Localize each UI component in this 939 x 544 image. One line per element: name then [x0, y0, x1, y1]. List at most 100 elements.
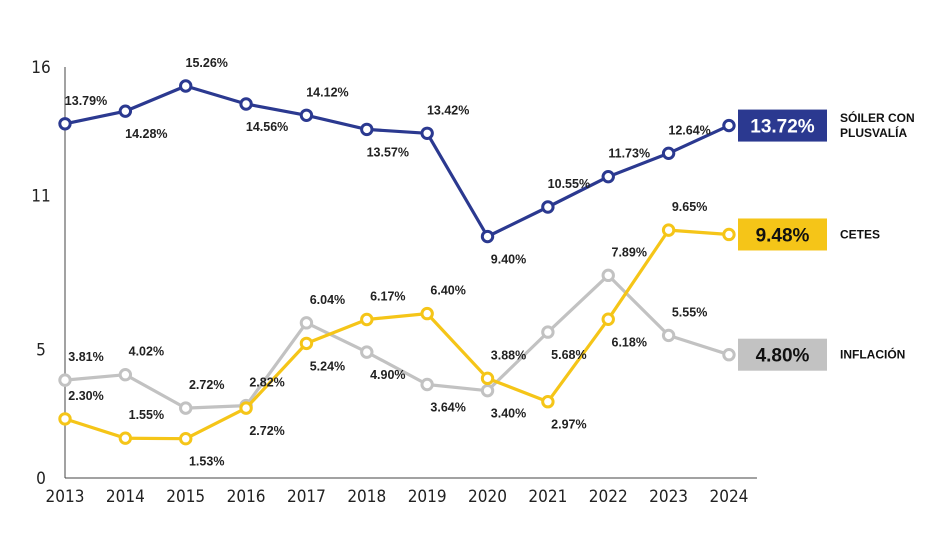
- data-label-soiler-con-plusvalia-2019: 13.42%: [427, 103, 469, 117]
- legend-label-soiler-con-plusvalia-line2: PLUSVALÍA: [840, 125, 907, 140]
- data-point-cetes-2021: [541, 395, 555, 409]
- y-tick-label-0: 0: [36, 469, 46, 489]
- x-tick-label-2021: 2021: [528, 487, 567, 507]
- data-point-inflacion-2018: [360, 345, 374, 359]
- data-point-soiler-con-plusvalia-2019: [420, 126, 434, 140]
- legend-label-inflacion: INFLACIÓN: [840, 347, 905, 362]
- legend-badge-value-soiler-con-plusvalia: 13.72%: [750, 117, 815, 138]
- x-tick-label-2015: 2015: [166, 487, 205, 507]
- data-point-soiler-con-plusvalia-2017: [299, 108, 314, 122]
- data-point-cetes-2024: [722, 227, 736, 242]
- x-tick-label-2014: 2014: [106, 487, 145, 507]
- data-point-soiler-con-plusvalia-2016: [239, 97, 253, 111]
- data-point-cetes-2019: [420, 306, 434, 321]
- data-label-inflacion-2022: 7.89%: [612, 245, 647, 259]
- data-label-inflacion-2017: 6.04%: [310, 293, 345, 307]
- data-point-inflacion-2020: [480, 383, 495, 398]
- x-tick-label-2022: 2022: [589, 487, 628, 507]
- data-point-cetes-2013: [58, 412, 72, 426]
- data-point-cetes-2022: [601, 312, 615, 326]
- data-label-cetes-2018: 6.17%: [370, 290, 405, 304]
- data-label-cetes-2023: 9.65%: [672, 200, 707, 214]
- data-point-cetes-2014: [118, 431, 133, 445]
- data-point-soiler-con-plusvalia-2015: [179, 79, 193, 93]
- data-point-soiler-con-plusvalia-2014: [118, 104, 133, 118]
- data-point-cetes-2016: [239, 401, 253, 415]
- x-tick-label-2023: 2023: [649, 487, 688, 507]
- data-point-soiler-con-plusvalia-2013: [58, 117, 72, 131]
- data-label-inflacion-2018: 4.90%: [370, 368, 405, 382]
- data-label-inflacion-2023: 5.55%: [672, 305, 707, 319]
- data-label-soiler-con-plusvalia-2021: 10.55%: [548, 177, 590, 191]
- data-label-inflacion-2019: 3.64%: [430, 400, 465, 414]
- data-point-inflacion-2022: [601, 268, 615, 283]
- x-tick-label-2017: 2017: [287, 487, 326, 507]
- series-line-soiler-con-plusvalia: [63, 84, 731, 239]
- legend-badge-value-cetes: 9.48%: [756, 225, 810, 246]
- x-tick-label-2016: 2016: [227, 487, 266, 507]
- y-tick-label-11: 11: [31, 186, 50, 206]
- data-point-inflacion-2023: [661, 328, 676, 343]
- data-labels: 13.79% 14.28% 15.26% 14.56% 14.12% 13.57% 13.4…: [65, 56, 711, 469]
- data-label-cetes-2022: 6.18%: [612, 335, 647, 349]
- data-point-soiler-con-plusvalia-2018: [360, 122, 374, 137]
- x-tick-label-2013: 2013: [46, 487, 85, 507]
- data-label-inflacion-2014: 4.02%: [129, 345, 164, 359]
- y-tick-label-16: 16: [31, 58, 50, 78]
- series-line-inflacion: [63, 273, 731, 410]
- data-point-inflacion-2014: [118, 368, 133, 382]
- data-point-inflacion-2013: [58, 373, 72, 387]
- legend-badge-cetes: [738, 218, 827, 251]
- x-tick-label-2018: 2018: [347, 487, 386, 507]
- data-label-soiler-con-plusvalia-2013: 13.79%: [65, 94, 107, 108]
- data-point-cetes-2023: [661, 223, 676, 237]
- legend-label-cetes: CETES: [840, 227, 880, 241]
- data-point-cetes-2018: [360, 312, 374, 327]
- data-label-inflacion-2021: 5.68%: [551, 348, 586, 362]
- data-label-soiler-con-plusvalia-2016: 14.56%: [246, 120, 288, 134]
- data-label-cetes-2021: 2.97%: [551, 418, 586, 432]
- x-tick-label-2024: 2024: [709, 487, 748, 507]
- data-label-soiler-con-plusvalia-2017: 14.12%: [306, 85, 348, 99]
- data-label-inflacion-2015: 2.72%: [189, 378, 224, 392]
- data-label-soiler-con-plusvalia-2023: 12.64%: [668, 123, 710, 137]
- data-point-inflacion-2024: [722, 348, 736, 362]
- data-label-inflacion-2020: 3.40%: [491, 407, 526, 421]
- data-point-soiler-con-plusvalia-2023: [661, 146, 676, 161]
- data-label-soiler-con-plusvalia-2015: 15.26%: [186, 56, 228, 70]
- data-point-cetes-2015: [179, 431, 193, 446]
- data-label-cetes-2020: 3.88%: [491, 348, 526, 362]
- data-label-soiler-con-plusvalia-2018: 13.57%: [367, 145, 409, 159]
- legend-badge-inflacion: [738, 338, 827, 371]
- data-point-inflacion-2017: [299, 316, 314, 330]
- data-label-inflacion-2013: 3.81%: [68, 350, 103, 364]
- data-label-soiler-con-plusvalia-2014: 14.28%: [125, 127, 167, 141]
- data-point-soiler-con-plusvalia-2020: [480, 229, 495, 244]
- data-point-soiler-con-plusvalia-2024: [722, 118, 736, 133]
- legend-badge-soiler-con-plusvalia: [738, 109, 827, 142]
- y-tick-label-5: 5: [36, 341, 46, 361]
- data-label-soiler-con-plusvalia-2022: 11.73%: [608, 147, 650, 161]
- data-label-soiler-con-plusvalia-2020: 9.40%: [491, 253, 526, 267]
- legend-label-soiler-con-plusvalia-line1: SÓILER CON: [840, 110, 915, 125]
- data-label-cetes-2013: 2.30%: [68, 389, 103, 403]
- data-point-cetes-2020: [480, 371, 495, 386]
- data-point-soiler-con-plusvalia-2022: [601, 169, 615, 184]
- data-label-cetes-2016: 2.72%: [249, 424, 284, 438]
- data-point-cetes-2017: [299, 336, 314, 351]
- data-point-inflacion-2021: [541, 325, 555, 339]
- x-tick-label-2020: 2020: [468, 487, 507, 507]
- data-point-inflacion-2019: [420, 377, 434, 392]
- data-point-soiler-con-plusvalia-2021: [541, 200, 555, 214]
- data-label-cetes-2015: 1.53%: [189, 455, 224, 469]
- x-tick-label-2019: 2019: [408, 487, 447, 507]
- data-label-cetes-2019: 6.40%: [430, 284, 465, 298]
- series-lines: [58, 79, 736, 446]
- legend-badge-value-inflacion: 4.80%: [756, 346, 810, 367]
- data-label-cetes-2014: 1.55%: [129, 408, 164, 422]
- data-label-inflacion-2016: 2.82%: [249, 376, 284, 390]
- data-label-cetes-2017: 5.24%: [310, 359, 345, 373]
